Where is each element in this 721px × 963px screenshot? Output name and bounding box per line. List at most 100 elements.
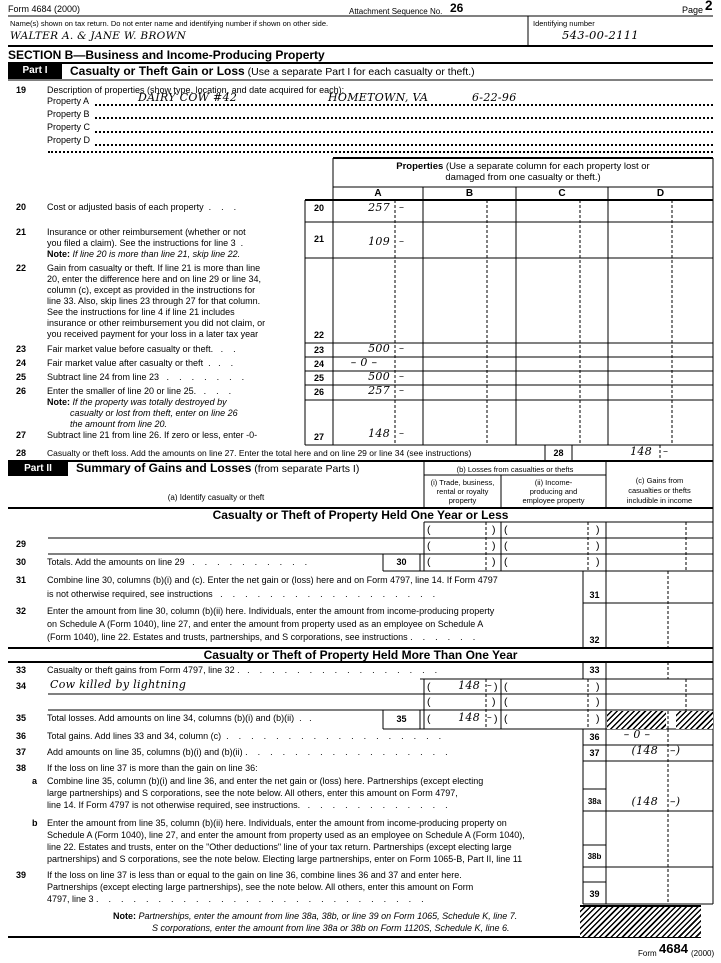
line21-cents-a[interactable]: – <box>399 236 405 247</box>
name-value[interactable]: WALTER A. & JANE W. BROWN <box>10 30 187 42</box>
line22-text-6: insurance or other reimbursement you did… <box>47 318 266 328</box>
bottom-note-bold: Note: <box>113 911 136 921</box>
line22-text-4: line 33. Also, skip lines 23 through 27 … <box>47 296 261 306</box>
footer-form-number: 4684 <box>659 941 688 956</box>
line27-value-a[interactable]: 148 <box>368 427 390 440</box>
line28-amount[interactable]: 148 <box>630 445 652 458</box>
col-bi-header-2: rental or royalty <box>436 487 489 496</box>
line35-cents-bi[interactable]: – <box>487 712 493 723</box>
line24-box-number: 24 <box>313 359 324 369</box>
line38a-text-3: line 14. If Form 4797 is not otherwise r… <box>47 800 448 810</box>
line20-label: Cost or adjusted basis of each property … <box>47 202 237 212</box>
line20-value-a[interactable]: 257 <box>368 201 390 214</box>
line23-cents-a[interactable]: – <box>399 343 405 354</box>
line29-number: 29 <box>16 539 27 549</box>
properties-header-rest: (Use a separate column for each property… <box>443 161 650 172</box>
line33-number: 33 <box>16 665 27 675</box>
line34r2-bi-close-paren: ) <box>492 696 496 708</box>
line32-text-1: Enter the amount from line 30, column (b… <box>47 606 495 616</box>
line31-text-1: Combine line 30, columns (b)(i) and (c).… <box>47 575 498 585</box>
line27-cents-a[interactable]: – <box>399 428 405 439</box>
line30-bi-close-paren: ) <box>492 556 496 568</box>
hatch-line35-gain-col-left <box>607 711 666 729</box>
property-extra-entry-line[interactable] <box>48 151 713 153</box>
line38a-amount-cents[interactable]: –) <box>670 795 681 808</box>
line36-number: 36 <box>16 731 27 741</box>
col-bii-header-1: (ii) Income- <box>534 478 573 487</box>
hatch-bottom-right <box>580 907 701 937</box>
line38b-text-3: line 22. Estates and trusts, enter on th… <box>47 842 512 852</box>
line37-amount[interactable]: (148 <box>631 744 658 757</box>
line27-number: 27 <box>16 430 27 440</box>
line24-value-a[interactable]: – 0 – <box>350 356 378 369</box>
line35-bi-close-paren: ) <box>494 713 498 725</box>
col-bii-header-2: producing and <box>529 487 578 496</box>
line21-text-2: you filed a claim). See the instructions… <box>47 238 244 248</box>
line39-text-1: If the loss on line 37 is less than or e… <box>47 870 462 880</box>
column-a-header: A <box>374 188 382 199</box>
line30-box-number: 30 <box>396 557 407 567</box>
properties-header-line1: Properties (Use a separate column for ea… <box>333 161 713 172</box>
line38b-box-number: 38b <box>587 852 602 861</box>
line21-text-1: Insurance or other reimbursement (whethe… <box>47 227 246 237</box>
line23-value-a[interactable]: 500 <box>368 342 390 355</box>
identifying-number-label: Identifying number <box>533 19 595 28</box>
line34r2-bii-open-paren: ( <box>504 696 508 708</box>
col-bi-header-1: (i) Trade, business, <box>430 478 495 487</box>
line20-cents-a[interactable]: – <box>399 202 405 213</box>
line21-note-bold: Note: <box>47 249 70 259</box>
line36-amount[interactable]: – 0 – <box>623 728 651 741</box>
form-id: Form 4684 (2000) <box>8 4 81 14</box>
part1-title: Casualty or Theft Gain or Loss (Use a se… <box>70 65 475 78</box>
line25-cents-a[interactable]: – <box>399 371 405 382</box>
identifying-number-value[interactable]: 543-00-2111 <box>562 28 639 42</box>
properties-header-bold: Properties <box>396 161 444 172</box>
line33-label: Casualty or theft gains from Form 4797, … <box>47 665 438 675</box>
line22-text-3: column (c), except as provided in the in… <box>47 285 256 295</box>
line21-value-a[interactable]: 109 <box>368 235 390 248</box>
line38a-amount[interactable]: (148 <box>631 795 658 808</box>
line35-value-bi[interactable]: 148 <box>458 711 480 724</box>
line37-amount-cents[interactable]: –) <box>670 744 681 757</box>
line34-cents-bi[interactable]: – <box>487 680 493 691</box>
line26-value-a[interactable]: 257 <box>368 384 390 397</box>
line32-text-2: on Schedule A (Form 1040), line 27, and … <box>47 619 484 629</box>
property-a-date[interactable]: 6-22-96 <box>472 91 517 104</box>
property-b-entry-line[interactable] <box>95 117 713 119</box>
line29r2-bii-open-paren: ( <box>504 540 508 552</box>
part2-title-bold: Summary of Gains and Losses <box>76 461 252 475</box>
line34-value-bi[interactable]: 148 <box>458 679 480 692</box>
property-c-label: Property C <box>47 122 91 132</box>
line38a-letter: a <box>32 776 38 786</box>
part1-title-bold: Casualty or Theft Gain or Loss <box>70 64 245 78</box>
property-a-location[interactable]: HOMETOWN, VA <box>328 91 429 104</box>
property-c-entry-line[interactable] <box>95 131 713 133</box>
subheading-one-year-or-less: Casualty or Theft of Property Held One Y… <box>212 508 509 522</box>
property-d-label: Property D <box>47 135 91 145</box>
property-a-entry-line[interactable] <box>95 104 713 106</box>
line30-bii-open-paren: ( <box>504 556 508 568</box>
line34-entry-description[interactable]: Cow killed by lightning <box>50 678 187 691</box>
property-a-type[interactable]: DAIRY COW #42 <box>138 91 238 104</box>
part2-badge: Part II <box>8 462 68 476</box>
line26-cents-a[interactable]: – <box>399 385 405 396</box>
line29r1-bi-open-paren: ( <box>427 524 431 536</box>
line32-text-3: (Form 1040), line 22. Estates and trusts… <box>47 632 476 642</box>
line25-value-a[interactable]: 500 <box>368 370 390 383</box>
line34r1-bii-close-paren: ) <box>596 681 600 693</box>
line22-number: 22 <box>16 263 27 273</box>
line32-number: 32 <box>16 606 27 616</box>
line38b-letter: b <box>32 818 38 828</box>
line19-number: 19 <box>16 85 27 95</box>
line31-text-2: is not otherwise required, see instructi… <box>47 589 436 599</box>
line28-box-number: 28 <box>553 448 564 458</box>
bottom-note-italic-1: Partnerships, enter the amount from line… <box>136 911 518 921</box>
line27-box-number: 27 <box>313 432 324 442</box>
line31-number: 31 <box>16 575 27 585</box>
line31-box-number: 31 <box>589 590 600 600</box>
line38b-text-4: partnerships) and S corporations, see th… <box>47 854 523 864</box>
line28-amount-cents[interactable]: – <box>663 446 669 457</box>
property-d-entry-line[interactable] <box>95 144 713 146</box>
line22-text-5: See the instructions for line 4 if line … <box>47 307 235 317</box>
